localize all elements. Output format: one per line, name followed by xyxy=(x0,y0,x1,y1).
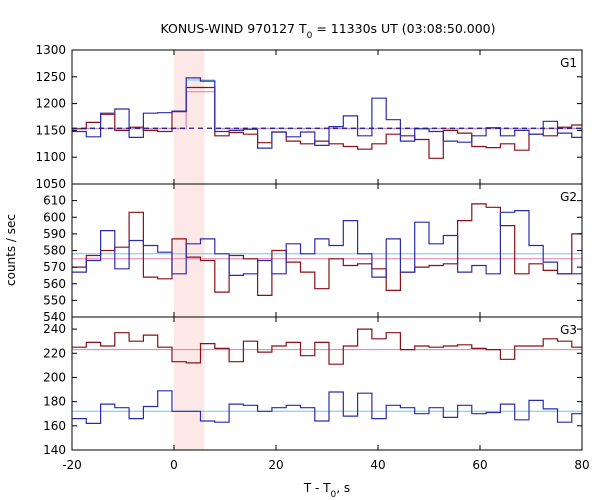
panel-label-g2: G2 xyxy=(560,190,577,204)
y-tick-label: 1250 xyxy=(35,70,66,84)
y-axis-label: counts / sec xyxy=(4,214,18,286)
y-tick-label: 540 xyxy=(43,310,66,324)
series-red-panel-g2 xyxy=(72,203,582,296)
series-cyan-panel-g1 xyxy=(72,79,582,129)
panel-label-g3: G3 xyxy=(560,323,577,337)
chart-title-sub: 0 xyxy=(307,31,313,41)
x-tick-label: 0 xyxy=(170,458,178,472)
x-axis-label: T - T0, s xyxy=(303,481,350,500)
panel-frame-g3 xyxy=(71,316,583,451)
y-tick-label: 140 xyxy=(43,443,66,457)
y-tick-label: 600 xyxy=(43,210,66,224)
x-axis-label-main: T - T xyxy=(303,481,331,495)
y-tick-label: 1150 xyxy=(35,123,66,137)
y-tick-label: 1200 xyxy=(35,97,66,111)
series-pink-panel-g1 xyxy=(72,91,582,130)
y-tick-label: 590 xyxy=(43,227,66,241)
series-layer xyxy=(72,77,582,424)
x-tick-label: 20 xyxy=(268,458,283,472)
y-tick-label: 1100 xyxy=(35,150,66,164)
panel-frame-g1 xyxy=(71,49,583,185)
chart-title-rest: = 11330s UT (03:08:50.000) xyxy=(312,21,495,36)
chart-title: KONUS-WIND 970127 T0 = 11330s UT (03:08:… xyxy=(160,21,495,41)
series-blue-panel-g1 xyxy=(72,77,582,149)
frame-layer xyxy=(71,49,583,451)
y-tick-label: 200 xyxy=(43,370,66,384)
y-tick-label: 220 xyxy=(43,346,66,360)
y-tick-label: 180 xyxy=(43,395,66,409)
x-tick-label: 80 xyxy=(574,458,589,472)
y-tick-label: 1300 xyxy=(35,43,66,57)
tick-layer: 1050 1100 1150 1200 1250 1300 G1 540 550 560 570 58… xyxy=(35,43,589,472)
highlight-band xyxy=(174,50,205,450)
panel-frame-g2 xyxy=(71,183,583,318)
x-axis-label-rest: , s xyxy=(336,481,350,495)
y-tick-label: 1050 xyxy=(35,177,66,191)
x-tick-label: -20 xyxy=(62,458,82,472)
series-blue-panel-g3 xyxy=(72,390,582,424)
x-axis-label-sub: 0 xyxy=(331,490,337,500)
highlight-layer xyxy=(174,50,205,450)
y-tick-label: 610 xyxy=(43,194,66,208)
series-blue-panel-g2 xyxy=(72,210,582,278)
x-tick-label: 40 xyxy=(370,458,385,472)
y-tick-label: 550 xyxy=(43,293,66,307)
y-tick-label: 240 xyxy=(43,322,66,336)
x-tick-label: 60 xyxy=(472,458,487,472)
y-tick-label: 570 xyxy=(43,260,66,274)
panel-label-g1: G1 xyxy=(560,56,577,70)
chart-title-main: KONUS-WIND 970127 T xyxy=(160,21,306,36)
y-tick-label: 580 xyxy=(43,244,66,258)
y-tick-label: 560 xyxy=(43,277,66,291)
series-red-panel-g3 xyxy=(72,328,582,365)
y-tick-label: 160 xyxy=(43,419,66,433)
series-red-panel-g1 xyxy=(72,86,582,159)
